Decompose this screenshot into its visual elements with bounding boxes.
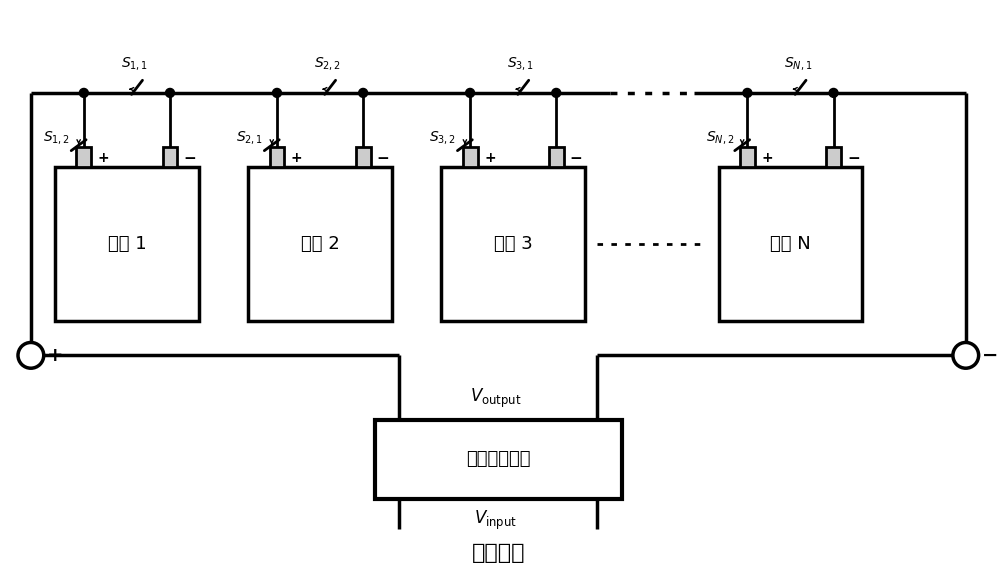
- Bar: [248, 167, 392, 321]
- Text: $V_{\rm input}$: $V_{\rm input}$: [474, 509, 517, 532]
- Text: $S_{2,2}$: $S_{2,2}$: [314, 55, 342, 71]
- Circle shape: [552, 89, 561, 97]
- Bar: [549, 147, 564, 167]
- Text: $S_{N,1}$: $S_{N,1}$: [784, 55, 813, 71]
- Circle shape: [359, 89, 368, 97]
- Bar: [76, 147, 91, 167]
- Text: $S_{1,2}$: $S_{1,2}$: [43, 129, 70, 146]
- Text: +: +: [761, 151, 773, 165]
- Bar: [270, 147, 284, 167]
- Text: $S_{1,1}$: $S_{1,1}$: [121, 55, 148, 71]
- Circle shape: [953, 343, 979, 368]
- Text: +: +: [484, 151, 496, 165]
- Text: −: −: [847, 151, 860, 166]
- Text: −: −: [982, 346, 999, 365]
- Bar: [375, 420, 622, 499]
- Text: +: +: [47, 346, 64, 365]
- Circle shape: [273, 89, 281, 97]
- Text: $S_{2,1}$: $S_{2,1}$: [236, 129, 263, 146]
- Text: +: +: [291, 151, 303, 165]
- Text: 电池 1: 电池 1: [108, 235, 146, 253]
- Text: −: −: [570, 151, 582, 166]
- Circle shape: [166, 89, 174, 97]
- Text: $S_{3,2}$: $S_{3,2}$: [429, 129, 456, 146]
- Bar: [463, 147, 478, 167]
- Text: 电池 N: 电池 N: [770, 235, 811, 253]
- Bar: [740, 147, 755, 167]
- Bar: [826, 147, 841, 167]
- Bar: [441, 167, 585, 321]
- Bar: [356, 147, 371, 167]
- Text: 充电输入: 充电输入: [472, 543, 525, 563]
- Text: 降压稳压电路: 降压稳压电路: [466, 450, 531, 468]
- Circle shape: [79, 89, 88, 97]
- Bar: [719, 167, 862, 321]
- Circle shape: [466, 89, 475, 97]
- Circle shape: [18, 343, 44, 368]
- Circle shape: [829, 89, 838, 97]
- Bar: [55, 167, 199, 321]
- Text: 电池 2: 电池 2: [301, 235, 339, 253]
- Text: 电池 3: 电池 3: [494, 235, 533, 253]
- Text: −: −: [377, 151, 389, 166]
- Text: $V_{\rm output}$: $V_{\rm output}$: [470, 386, 521, 410]
- Bar: [163, 147, 177, 167]
- Text: +: +: [98, 151, 109, 165]
- Circle shape: [743, 89, 752, 97]
- Text: −: −: [183, 151, 196, 166]
- Text: $S_{N,2}$: $S_{N,2}$: [706, 129, 734, 146]
- Text: $S_{3,1}$: $S_{3,1}$: [507, 55, 535, 71]
